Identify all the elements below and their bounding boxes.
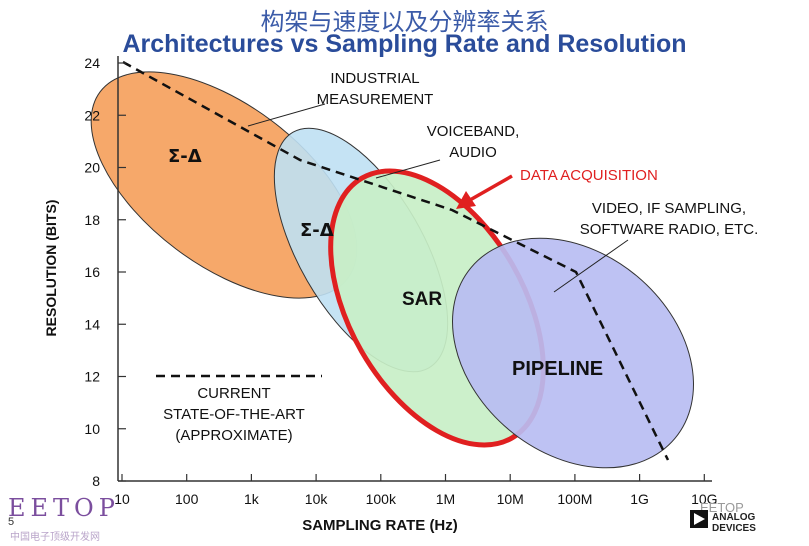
y-tick-label: 20: [84, 160, 100, 176]
y-tick-label: 12: [84, 369, 100, 385]
y-tick-label: 16: [84, 264, 100, 280]
pointer-industrial: [247, 103, 326, 127]
legend-line2: STATE-OF-THE-ART: [163, 406, 305, 423]
y-tick-label: 18: [84, 212, 100, 228]
y-axis-ticks: 8 10 12 14 16 18 20 22 24: [84, 55, 126, 489]
annotation-voiceband-line2: AUDIO: [449, 144, 497, 161]
pointer-voiceband: [375, 159, 441, 179]
annotation-video-line2: SOFTWARE RADIO, ETC.: [580, 221, 759, 238]
watermark-left: EETOP: [8, 494, 120, 522]
pointer-data-acquisition-arrow: [456, 174, 513, 209]
x-tick-label: 10M: [497, 491, 524, 507]
label-sigma-delta-1: Σ-Δ: [168, 146, 202, 167]
x-tick-label: 100: [175, 491, 199, 507]
analog-devices-logo-icon: [690, 510, 708, 528]
x-axis-label: SAMPLING RATE (Hz): [302, 517, 458, 534]
annotation-video-line1: VIDEO, IF SAMPLING,: [592, 200, 746, 217]
y-tick-label: 10: [84, 421, 100, 437]
label-pipeline: PIPELINE: [512, 358, 603, 380]
state-of-the-art-line: [122, 60, 670, 461]
slide-number: 5: [8, 516, 15, 528]
pointer-video: [553, 239, 629, 293]
x-tick-label: 100k: [366, 491, 397, 507]
watermark-left-chinese: 中国电子顶级开发网: [10, 532, 100, 543]
regions: [90, 71, 694, 469]
y-tick-label: 22: [84, 107, 100, 123]
x-tick-label: 10G: [691, 491, 717, 507]
logo-line1: ANALOG: [712, 512, 756, 523]
annotation-data-acquisition: DATA ACQUISITION: [520, 167, 658, 184]
region-pipeline: [452, 237, 694, 469]
title-chinese: 构架与速度以及分辨率关系: [260, 8, 549, 36]
title-english: Architectures vs Sampling Rate and Resol…: [122, 30, 687, 58]
legend-line3: (APPROXIMATE): [175, 427, 292, 444]
y-tick-label: 8: [92, 473, 100, 489]
analog-devices-logo-text: ANALOG DEVICES: [712, 512, 756, 534]
logo-line2: DEVICES: [712, 523, 756, 534]
x-tick-label: 10k: [305, 491, 329, 507]
x-axis-ticks: 10 100 1k 10k 100k 1M 10M 100M 1G 10G: [114, 474, 718, 507]
legend-line1: CURRENT: [197, 385, 270, 402]
y-tick-label: 24: [84, 55, 100, 71]
y-axis-label: RESOLUTION (BITS): [43, 200, 59, 337]
y-tick-label: 14: [84, 316, 100, 332]
x-tick-label: 100M: [557, 491, 592, 507]
label-sar: SAR: [402, 289, 442, 310]
x-tick-label: 10: [114, 491, 130, 507]
x-tick-label: 1G: [630, 491, 649, 507]
axes: [117, 56, 712, 482]
watermark-right: EETOP: [700, 500, 744, 515]
annotation-industrial-line1: INDUSTRIAL: [330, 70, 419, 87]
x-tick-label: 1k: [244, 491, 260, 507]
annotation-voiceband-line1: VOICEBAND,: [427, 123, 520, 140]
annotation-industrial-line2: MEASUREMENT: [317, 91, 434, 108]
label-sigma-delta-2: Σ-Δ: [300, 220, 334, 241]
x-tick-label: 1M: [436, 491, 455, 507]
